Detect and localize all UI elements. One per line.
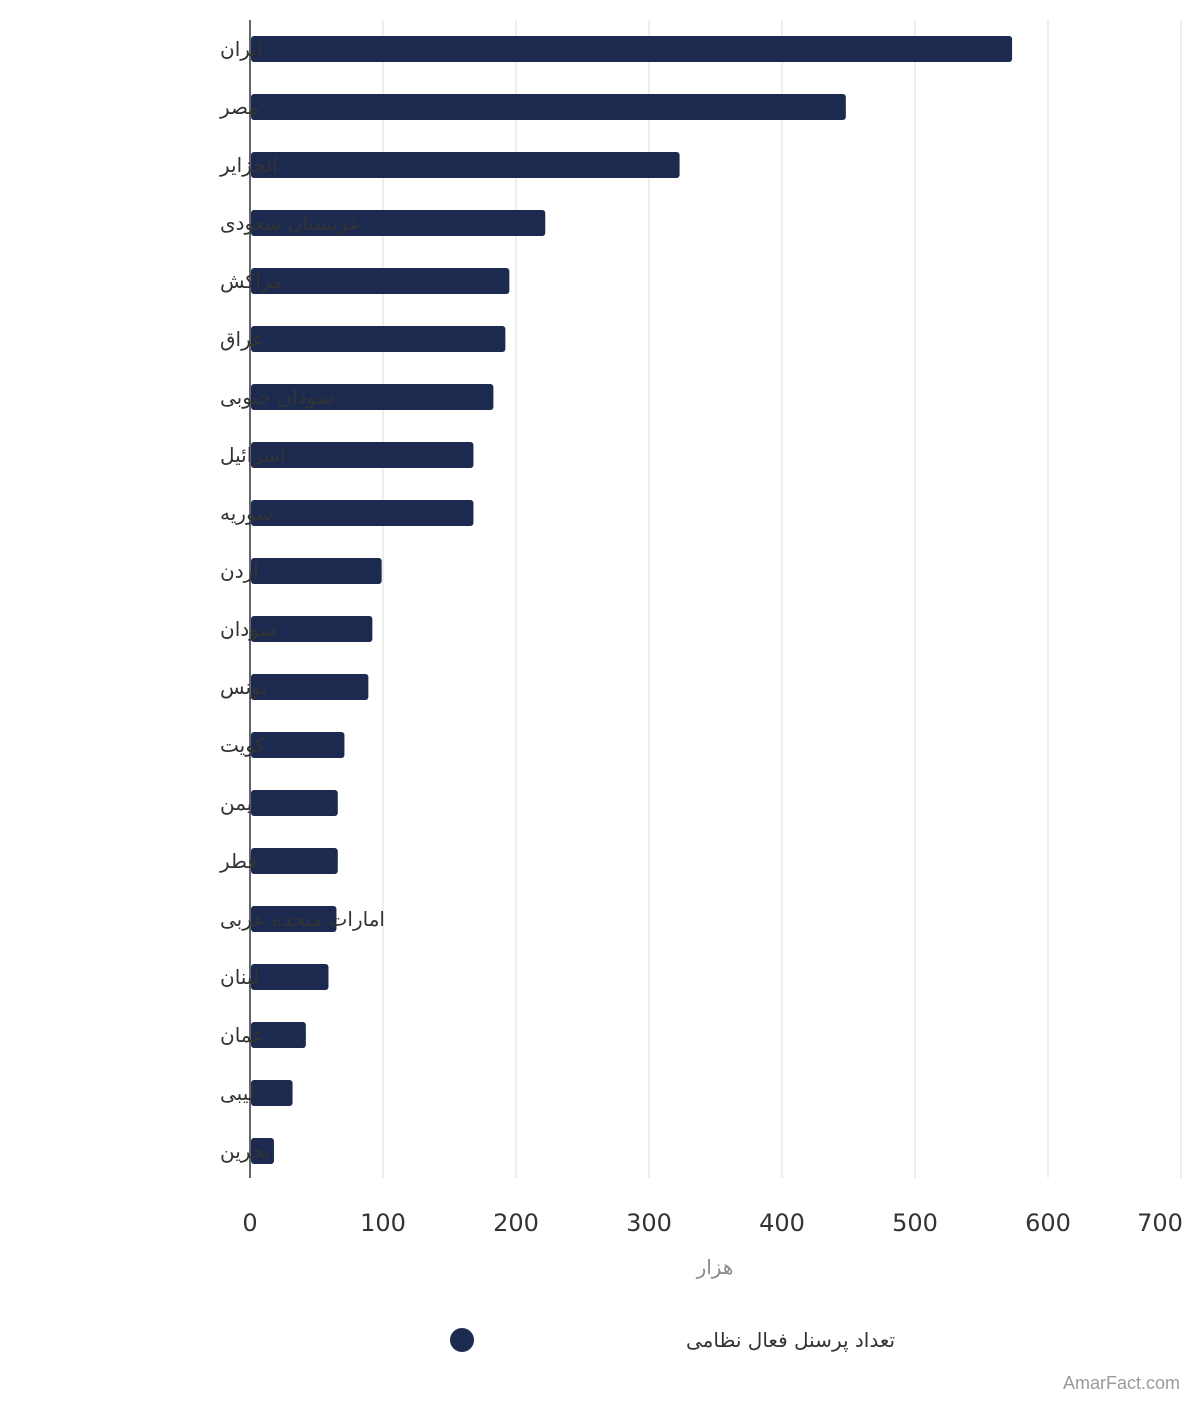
- bar[interactable]: [251, 500, 474, 526]
- category-label: سوریه: [220, 501, 273, 525]
- bar[interactable]: [251, 1138, 274, 1164]
- bar[interactable]: [251, 268, 510, 294]
- watermark: AmarFact.com: [1062, 1373, 1180, 1393]
- category-label: الجزایر: [219, 153, 278, 177]
- category-label: تونس: [220, 675, 267, 699]
- x-tick-label: 200: [493, 1209, 539, 1237]
- category-label: بحرین: [220, 1139, 270, 1163]
- bar[interactable]: [251, 790, 338, 816]
- category-label: امارات متحده عربی: [220, 907, 385, 931]
- category-label: ایران: [220, 37, 262, 61]
- bar[interactable]: [251, 964, 329, 990]
- category-label: قطر: [219, 849, 257, 873]
- bar[interactable]: [251, 558, 382, 584]
- bar[interactable]: [251, 384, 494, 410]
- category-label: عراق: [220, 327, 264, 351]
- x-tick-label: 300: [626, 1209, 672, 1237]
- bar[interactable]: [251, 326, 506, 352]
- category-label: اردن: [220, 559, 259, 583]
- category-label: اسرائیل: [220, 443, 286, 467]
- bar[interactable]: [251, 36, 1013, 62]
- bar[interactable]: [251, 1080, 293, 1106]
- bar[interactable]: [251, 210, 546, 236]
- bar[interactable]: [251, 906, 337, 932]
- legend-label[interactable]: تعداد پرسنل فعال نظامی: [686, 1328, 895, 1353]
- bar[interactable]: [251, 674, 369, 700]
- category-label: مصر: [219, 95, 259, 119]
- category-label: یمن: [220, 791, 252, 815]
- legend-marker[interactable]: [450, 1328, 474, 1352]
- category-label: لیبی: [220, 1081, 255, 1105]
- category-label: سودان جنوبی: [220, 385, 334, 409]
- category-label: لبنان: [220, 965, 259, 989]
- category-label: سودان: [220, 617, 276, 641]
- x-axis-title: هزار: [696, 1255, 734, 1279]
- bar[interactable]: [251, 94, 846, 120]
- bar[interactable]: [251, 616, 373, 642]
- category-label: عمان: [220, 1023, 264, 1047]
- bar[interactable]: [251, 152, 680, 178]
- bar[interactable]: [251, 848, 338, 874]
- bar[interactable]: [251, 732, 345, 758]
- x-tick-label: 100: [360, 1209, 406, 1237]
- x-tick-label: 400: [759, 1209, 805, 1237]
- category-label: عربستان سعودی: [220, 211, 361, 235]
- bar[interactable]: [251, 1022, 306, 1048]
- x-tick-label: 500: [892, 1209, 938, 1237]
- x-tick-label: 700: [1137, 1209, 1183, 1237]
- category-label: مراکش: [220, 269, 282, 293]
- x-tick-label: 0: [242, 1209, 257, 1237]
- category-label: کویت: [220, 733, 266, 757]
- bar[interactable]: [251, 442, 474, 468]
- x-tick-label: 600: [1025, 1209, 1071, 1237]
